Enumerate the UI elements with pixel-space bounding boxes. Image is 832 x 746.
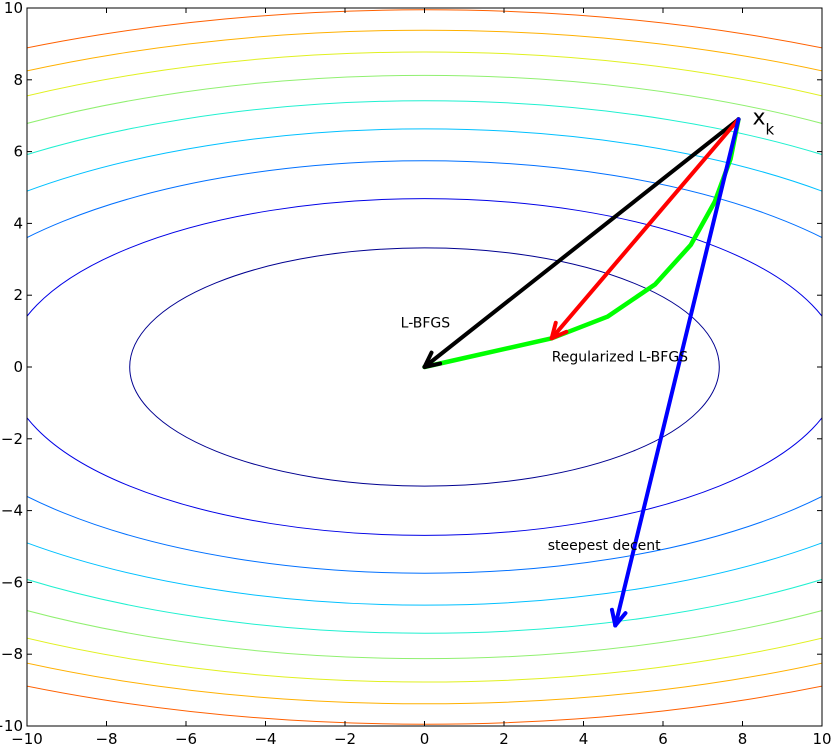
annotation-steepest-decent: steepest decent: [548, 538, 661, 554]
y-tick-label: −10: [0, 717, 23, 735]
start-point-label: x: [753, 105, 766, 130]
x-axis-ticks: −10 −8 −6 −4 −2 0 2 4 6 8 10: [11, 8, 832, 746]
x-tick-label: 8: [738, 730, 748, 746]
x-tick-label: 6: [658, 730, 668, 746]
contour-level-3: [27, 128, 822, 606]
arrow-l-bfgs: [422, 117, 741, 369]
y-tick-label: −8: [1, 645, 23, 663]
start-point-subscript: k: [766, 120, 775, 138]
contour-level-4: [27, 100, 822, 634]
x-tick-label: −8: [95, 730, 117, 746]
x-tick-label: −2: [334, 730, 356, 746]
y-tick-label: 4: [13, 214, 23, 232]
contour-level-7: [27, 29, 822, 705]
y-tick-label: 8: [13, 71, 23, 89]
x-tick-label: 10: [812, 730, 831, 746]
y-axis-ticks: −10 −8 −6 −4 −2 0 2 4 6 8 10: [0, 0, 822, 735]
y-tick-label: 6: [13, 143, 23, 161]
descent-paths: [422, 117, 741, 628]
x-tick-label: −10: [11, 730, 43, 746]
x-tick-label: −6: [175, 730, 197, 746]
arrow-newton-1: [549, 117, 741, 341]
annotation-regularized-l-bfgs: Regularized L-BFGS: [552, 350, 688, 366]
y-tick-label: 0: [13, 358, 23, 376]
annotation-l-bfgs: L-BFGS: [401, 316, 451, 332]
y-tick-label: 10: [4, 0, 23, 17]
x-tick-label: 2: [499, 730, 509, 746]
x-tick-label: 0: [420, 730, 430, 746]
x-tick-label: 4: [579, 730, 589, 746]
contour-level-5: [27, 74, 822, 660]
contour-level-2: [27, 160, 822, 574]
y-tick-label: −4: [1, 502, 23, 520]
y-tick-label: −6: [1, 573, 23, 591]
contour-level-1: [27, 198, 822, 536]
contour-level-8: [27, 9, 822, 725]
y-tick-label: 2: [13, 286, 23, 304]
contour-level-6: [27, 51, 822, 683]
contour-lines: [27, 9, 822, 725]
y-tick-label: −2: [1, 430, 23, 448]
annotations: L-BFGS Regularized L-BFGS steepest decent x…: [401, 105, 775, 554]
x-tick-label: −4: [254, 730, 276, 746]
contour-level-0: [129, 247, 720, 487]
arrow-steepest-decent: [609, 117, 741, 628]
